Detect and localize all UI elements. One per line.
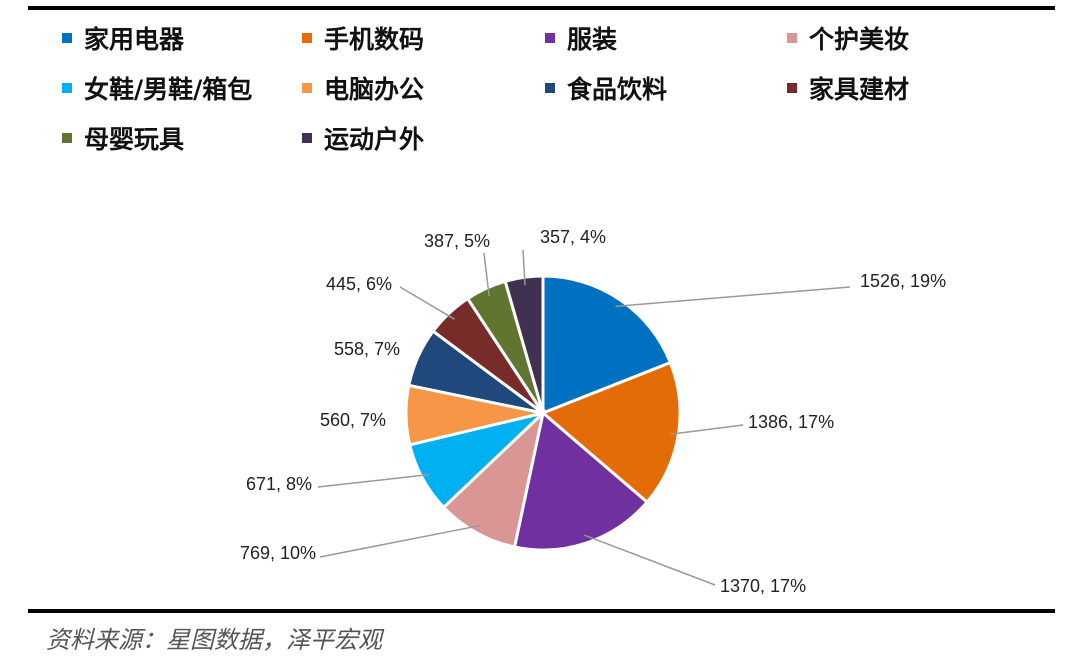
legend-swatch: [302, 133, 312, 143]
legend-label: 家用电器: [84, 25, 185, 54]
legend-swatch: [62, 133, 72, 143]
leader-line: [615, 286, 851, 308]
legend-item: 食品饮料: [545, 70, 667, 106]
legend-label: 个护美妆: [809, 25, 910, 54]
legend-label: 食品饮料: [567, 75, 668, 104]
legend-item: 电脑办公: [302, 70, 424, 106]
legend-swatch: [302, 83, 312, 93]
legend-item: 服装: [545, 20, 617, 56]
leader-line: [584, 534, 716, 586]
legend-label: 服装: [567, 25, 618, 54]
legend-item: 个护美妆: [787, 20, 909, 56]
leader-line: [670, 424, 744, 436]
leader-line: [522, 249, 526, 286]
legend-swatch: [787, 83, 797, 93]
leader-line: [319, 524, 481, 558]
data-label: 558, 7%: [334, 339, 400, 359]
leader-line: [317, 473, 430, 488]
source-note: 资料来源：星图数据，泽平宏观: [46, 626, 382, 654]
data-label: 1526, 19%: [860, 271, 946, 291]
pie-slice: [541, 274, 673, 416]
top-rule: [28, 6, 1055, 10]
legend-item: 母婴玩具: [62, 120, 184, 156]
data-label: 387, 5%: [424, 231, 490, 251]
legend-label: 电脑办公: [324, 75, 425, 104]
legend-swatch: [787, 33, 797, 43]
legend-label: 母婴玩具: [84, 125, 185, 154]
legend-swatch: [545, 83, 555, 93]
legend-swatch: [545, 33, 555, 43]
data-label: 769, 10%: [240, 543, 316, 563]
leader-line: [399, 286, 455, 320]
data-label: 671, 8%: [246, 474, 312, 494]
data-label: 445, 6%: [326, 274, 392, 294]
leader-line: [483, 252, 490, 296]
legend-item: 家具建材: [787, 70, 909, 106]
bottom-rule: [28, 609, 1055, 613]
legend-item: 运动户外: [302, 120, 424, 156]
legend-swatch: [302, 33, 312, 43]
legend-label: 女鞋/男鞋/箱包: [84, 75, 253, 104]
legend-item: 女鞋/男鞋/箱包: [62, 70, 252, 106]
legend-swatch: [62, 33, 72, 43]
pie-slice: [540, 360, 682, 505]
data-label: 1386, 17%: [748, 412, 834, 432]
pie-slice: [441, 408, 546, 549]
data-label: 357, 4%: [540, 227, 606, 247]
legend-label: 家具建材: [809, 75, 910, 104]
legend-item: 手机数码: [302, 20, 424, 56]
legend-label: 手机数码: [324, 25, 425, 54]
data-label: 560, 7%: [320, 410, 386, 430]
legend-swatch: [62, 83, 72, 93]
pie-slice: [512, 410, 650, 552]
data-label: 1370, 17%: [720, 576, 806, 596]
legend-label: 运动户外: [324, 125, 425, 154]
legend-item: 家用电器: [62, 20, 184, 56]
